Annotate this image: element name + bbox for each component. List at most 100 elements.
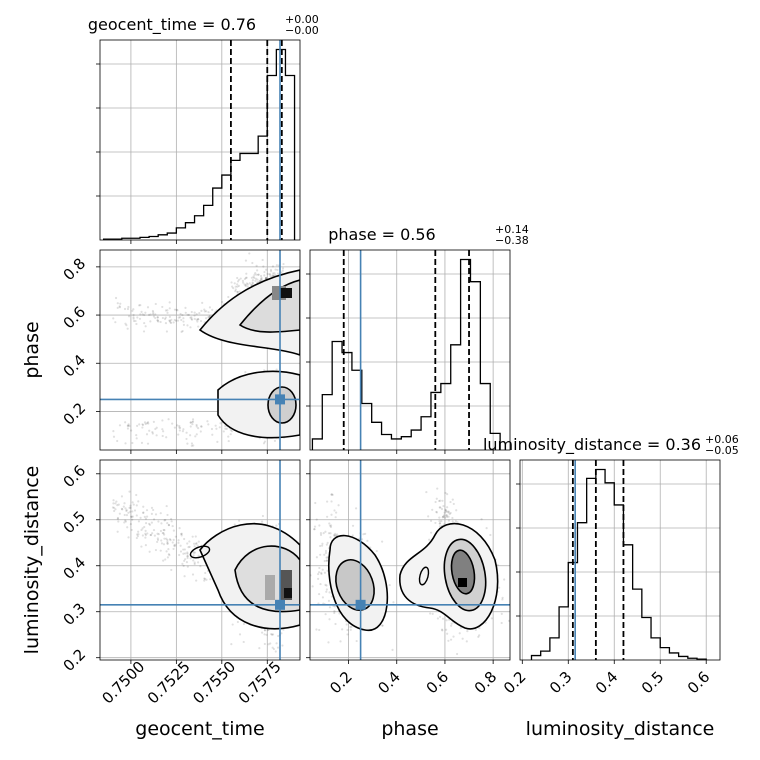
sample-point [185,561,189,564]
sample-point [146,421,150,424]
sample-point [327,641,330,644]
sample-point [135,493,138,497]
sample-point [152,508,155,512]
sample-point [322,532,325,535]
sample-point [125,509,128,513]
sample-point [214,424,217,427]
sample-point [180,318,183,322]
sample-point [227,295,230,299]
sample-point [183,548,186,551]
sample-point [156,319,159,322]
sample-point [151,432,154,435]
histogram-step [102,48,296,240]
sample-point [124,520,128,523]
sample-point [445,628,448,631]
sample-point [263,628,267,632]
sample-point [275,264,278,267]
sample-point [167,553,170,556]
sample-point [224,427,227,430]
sample-point [116,504,119,507]
sample-point [132,317,135,320]
sample-point [135,437,138,440]
sample-point [192,554,195,557]
sample-point [431,612,434,615]
sample-point [272,272,275,275]
sample-point [325,588,328,591]
sample-point [447,639,450,642]
sample-point [193,314,196,317]
sample-point [330,500,333,503]
sample-point [435,510,438,514]
sample-point [330,493,333,496]
sample-point [321,596,325,599]
sample-point [152,315,156,318]
sample-point [141,423,144,426]
sample-point [126,427,130,430]
sample-point [156,538,160,542]
sample-point [434,521,437,525]
sample-point [192,559,195,562]
sample-point [441,499,444,502]
sample-point [443,516,447,519]
sample-point [271,274,274,277]
sample-point [329,532,332,535]
sample-point [186,555,189,558]
sample-point [252,276,256,279]
sample-point [143,525,146,529]
sample-point [148,522,151,525]
sample-point [147,313,151,316]
sample-point [174,319,178,322]
sample-point [154,302,157,306]
sample-point [206,420,209,423]
density-cell [284,588,292,598]
sample-point [127,315,131,318]
sample-point [333,610,336,613]
sample-point [190,317,193,321]
sample-point [153,534,156,537]
sample-point [119,302,122,305]
panel-border [99,39,301,241]
sample-point [236,620,239,624]
sample-point [244,284,247,287]
sample-point [179,312,182,316]
sample-point [178,424,181,428]
sample-point [131,515,134,518]
sample-point [326,515,329,518]
sample-point [391,648,394,651]
sample-point [236,276,239,280]
sample-point [498,586,501,589]
sample-point [146,532,149,535]
sample-point [132,319,136,323]
sample-point [250,283,253,286]
sample-point [147,422,150,425]
sample-point [314,501,317,505]
sample-point [197,540,200,543]
sample-point [258,647,261,650]
sample-point [197,325,200,328]
sample-point [438,506,441,509]
sample-point [234,285,237,288]
sample-point [480,518,483,521]
sample-point [447,511,450,514]
sample-point [323,553,326,556]
sample-point [161,316,164,320]
sample-point [222,430,225,433]
sample-point [238,519,241,522]
sample-point [179,544,182,547]
sample-point [257,273,260,276]
sample-point [238,290,241,293]
sample-point [190,444,193,447]
sample-point [275,642,278,645]
sample-point [265,268,268,271]
sample-point [507,619,510,623]
y-tick-label: 0.2 [60,399,90,429]
sample-point [195,579,198,582]
x-tick-label: 0.6 [423,668,453,698]
sample-point [171,524,174,528]
x-axis-label: luminosity_distance [526,718,715,740]
sample-point [144,544,147,547]
sample-point [186,555,189,558]
sample-point [196,544,199,547]
sample-point [260,520,264,523]
sample-point [227,435,230,438]
